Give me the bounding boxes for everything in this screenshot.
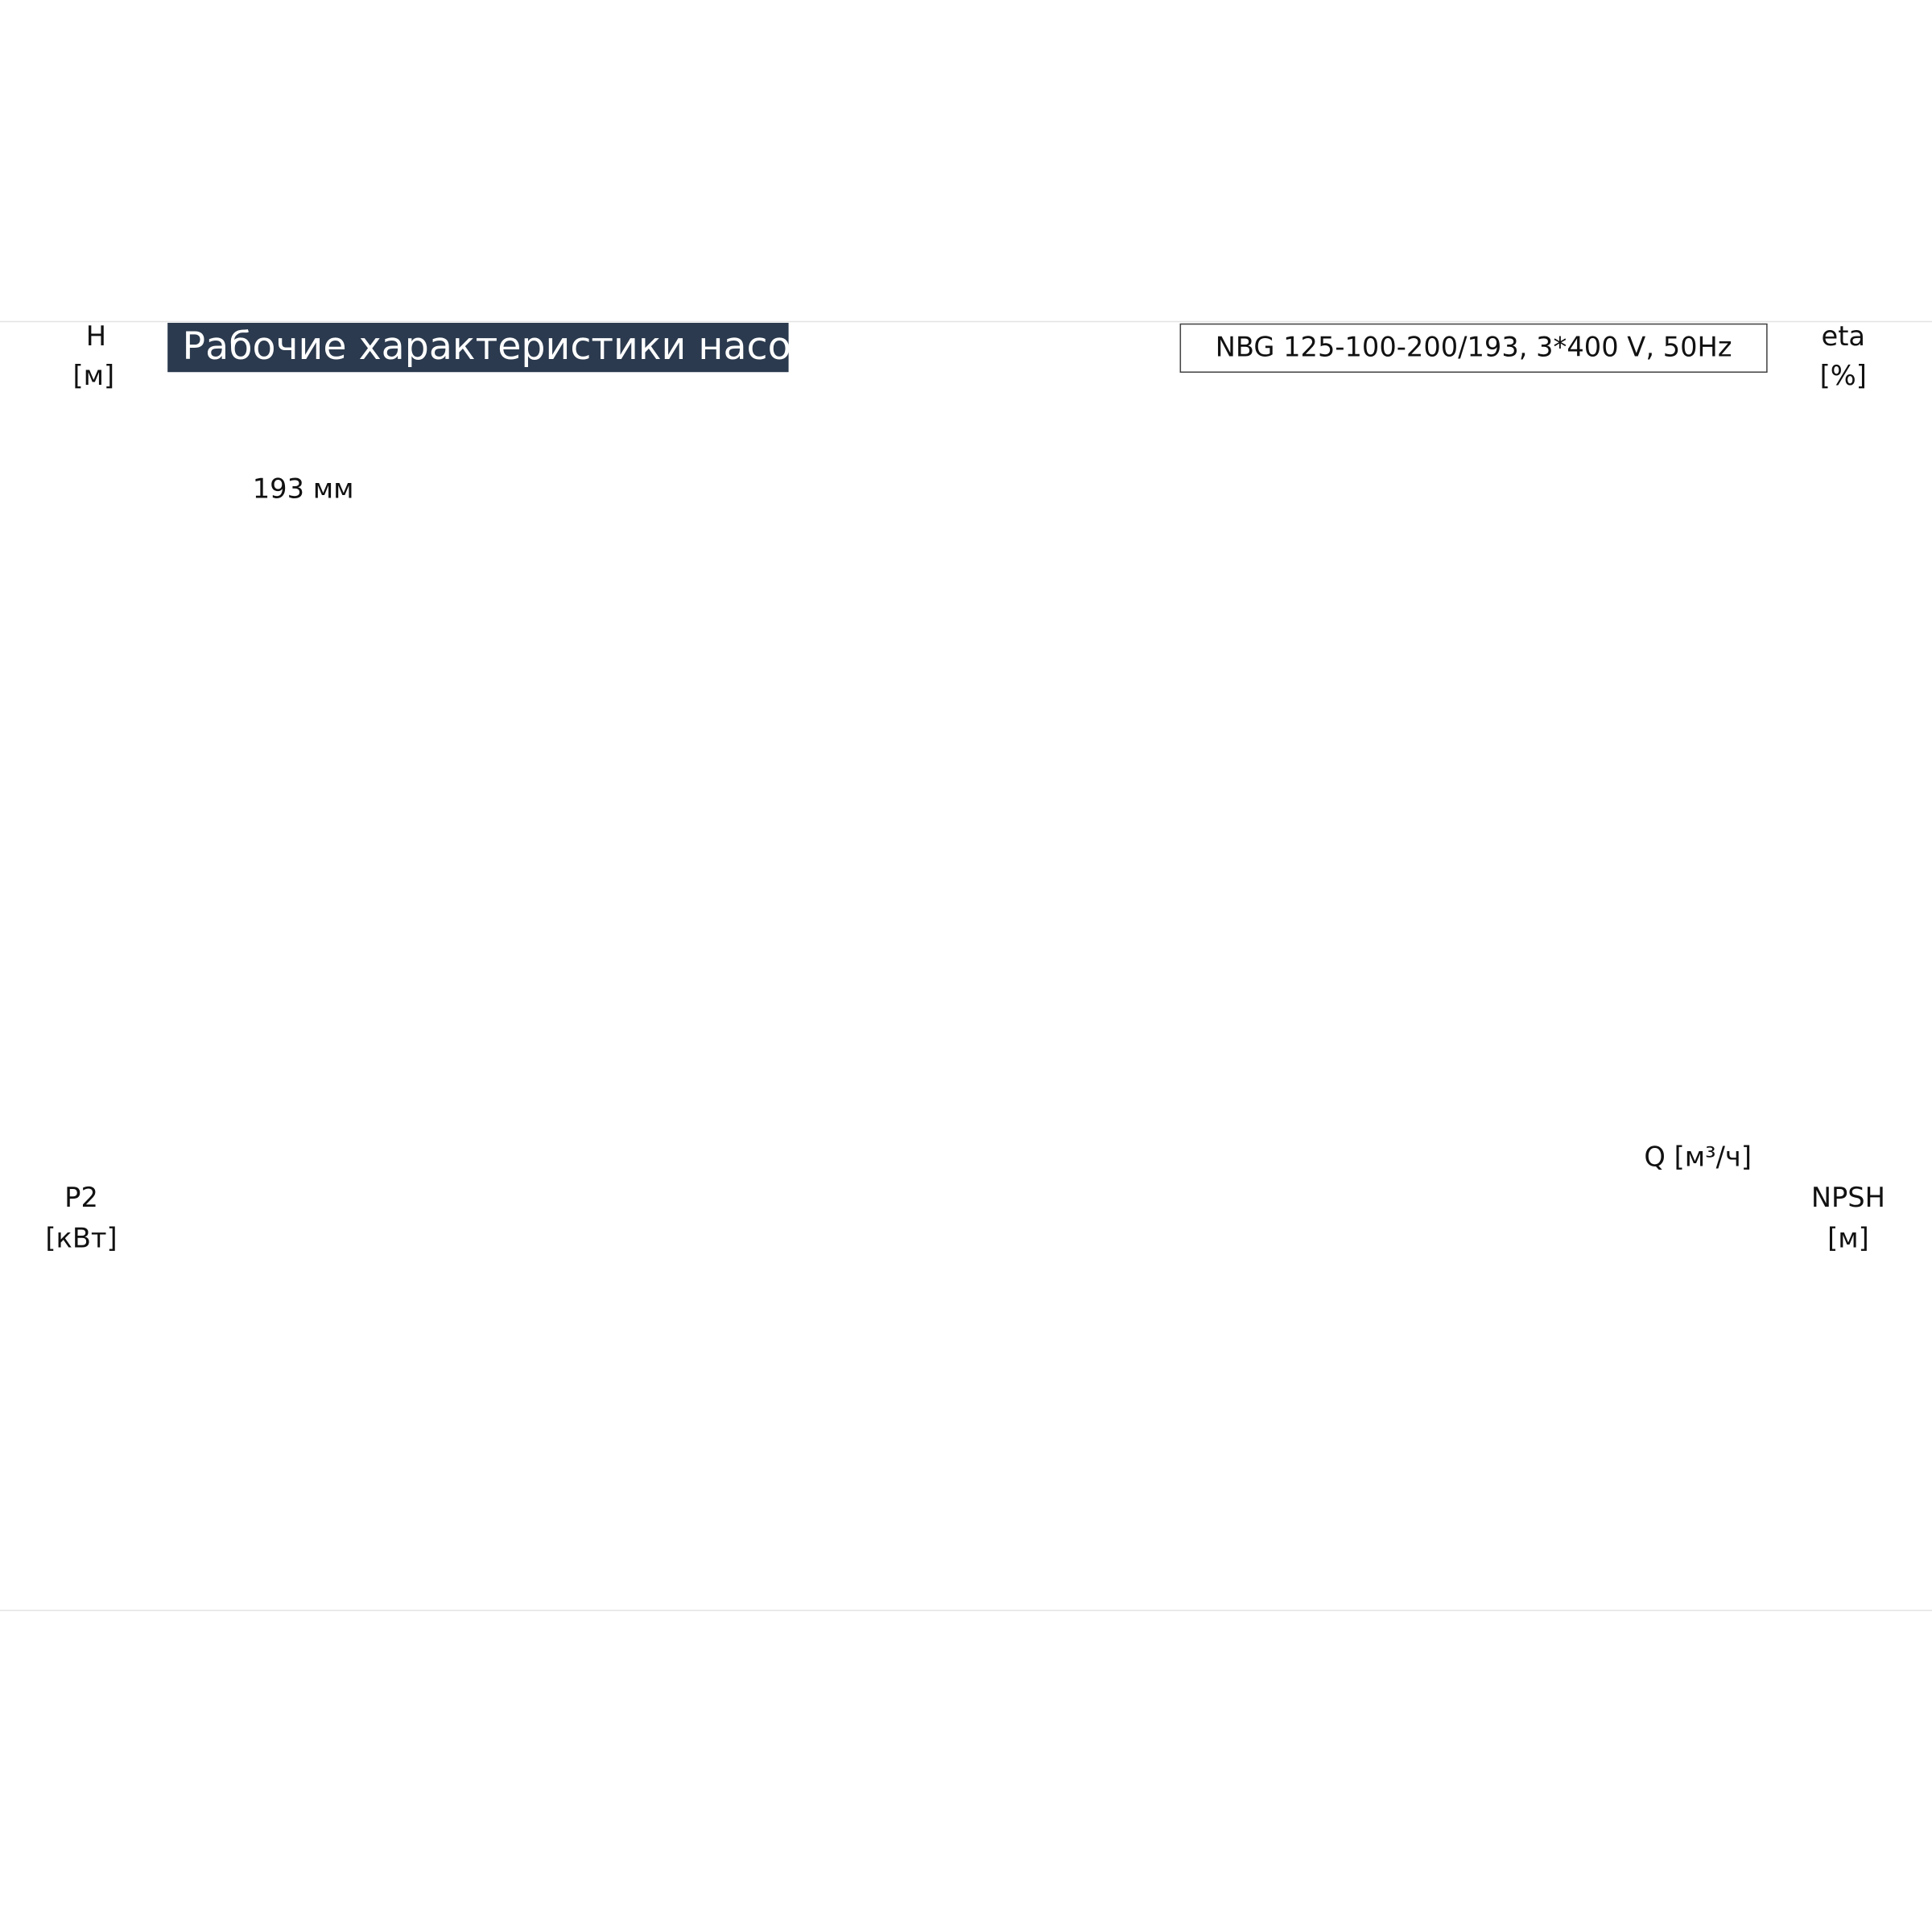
- x-axis-label: Q [м³/ч]: [1644, 1141, 1752, 1172]
- y-axis-label: H: [86, 320, 106, 352]
- y-axis-unit: [кВт]: [45, 1222, 117, 1253]
- y2-axis-unit: [м]: [1827, 1222, 1869, 1253]
- labels: Рабочие характеристики насоса NBG 125-10…: [45, 320, 1885, 1253]
- model-box: [1179, 323, 1768, 374]
- y2-axis-unit: [%]: [1820, 360, 1867, 391]
- title-bar: [167, 323, 789, 373]
- y2-axis-label: eta: [1822, 320, 1866, 352]
- chart-subtitle: NBG 125-100-200/193, 3*400 V, 50Hz: [1216, 332, 1732, 363]
- y2-axis-label: NPSH: [1811, 1182, 1885, 1213]
- annotation: 193 мм: [253, 473, 354, 505]
- chart-title: Рабочие характеристики насоса: [183, 324, 836, 369]
- y-axis-unit: [м]: [72, 360, 114, 391]
- y-axis-label: P2: [64, 1182, 98, 1213]
